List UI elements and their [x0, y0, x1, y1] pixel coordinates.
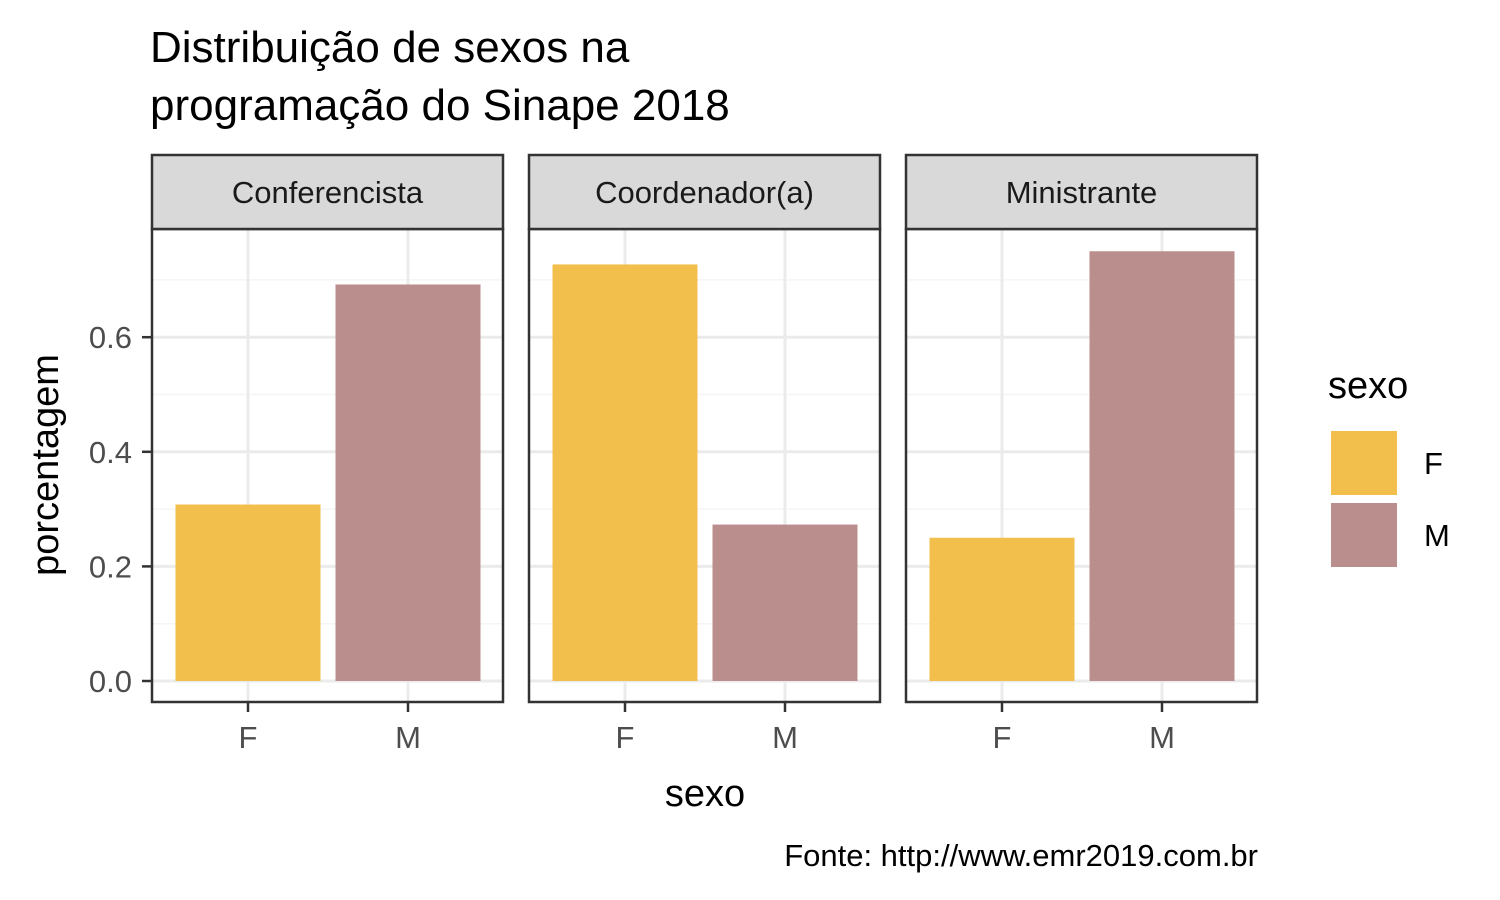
x-tick-label: F [239, 720, 258, 755]
x-tick-label: M [1149, 720, 1175, 755]
chart-title-line-1: Distribuição de sexos na [150, 23, 630, 72]
x-tick-label: F [616, 720, 635, 755]
facet-strip-label: Ministrante [1006, 175, 1158, 210]
facet-strip-label: Coordenador(a) [595, 175, 814, 210]
facet-strip-label: Conferencista [232, 175, 424, 210]
y-tick-label: 0.0 [89, 664, 132, 699]
chart-title-line-2: programação do Sinape 2018 [150, 81, 730, 130]
bar-M [712, 524, 858, 681]
legend: sexo F M [1328, 365, 1450, 567]
bar-M [1089, 251, 1235, 681]
facet-panel: Coordenador(a) F M [527, 153, 882, 755]
x-tick-label: F [993, 720, 1012, 755]
y-tick-label: 0.4 [89, 435, 132, 470]
x-tick-label: M [772, 720, 798, 755]
facet-panel: Conferencista F M [150, 153, 505, 755]
y-tick-label: 0.6 [89, 320, 132, 355]
legend-label: M [1424, 518, 1450, 553]
facet-strip [150, 153, 505, 231]
legend-label: F [1424, 446, 1443, 481]
facet-strip [527, 153, 882, 231]
legend-title: sexo [1328, 365, 1408, 407]
facet-strip [904, 153, 1259, 231]
bar-F [175, 504, 321, 681]
bar-F [929, 537, 1075, 681]
x-axis-title: sexo [665, 773, 745, 815]
y-tick-label: 0.2 [89, 549, 132, 584]
bar-M [335, 284, 481, 681]
legend-key-F [1331, 431, 1397, 495]
bar-F [552, 264, 698, 681]
caption: Fonte: http://www.emr2019.com.br [784, 838, 1258, 873]
legend-key-M [1331, 503, 1397, 567]
facet-panel: Ministrante F M [904, 153, 1259, 755]
y-axis: 0.0 0.2 0.4 0.6 [89, 320, 152, 699]
x-tick-label: M [395, 720, 421, 755]
y-axis-title: porcentagem [25, 354, 67, 576]
